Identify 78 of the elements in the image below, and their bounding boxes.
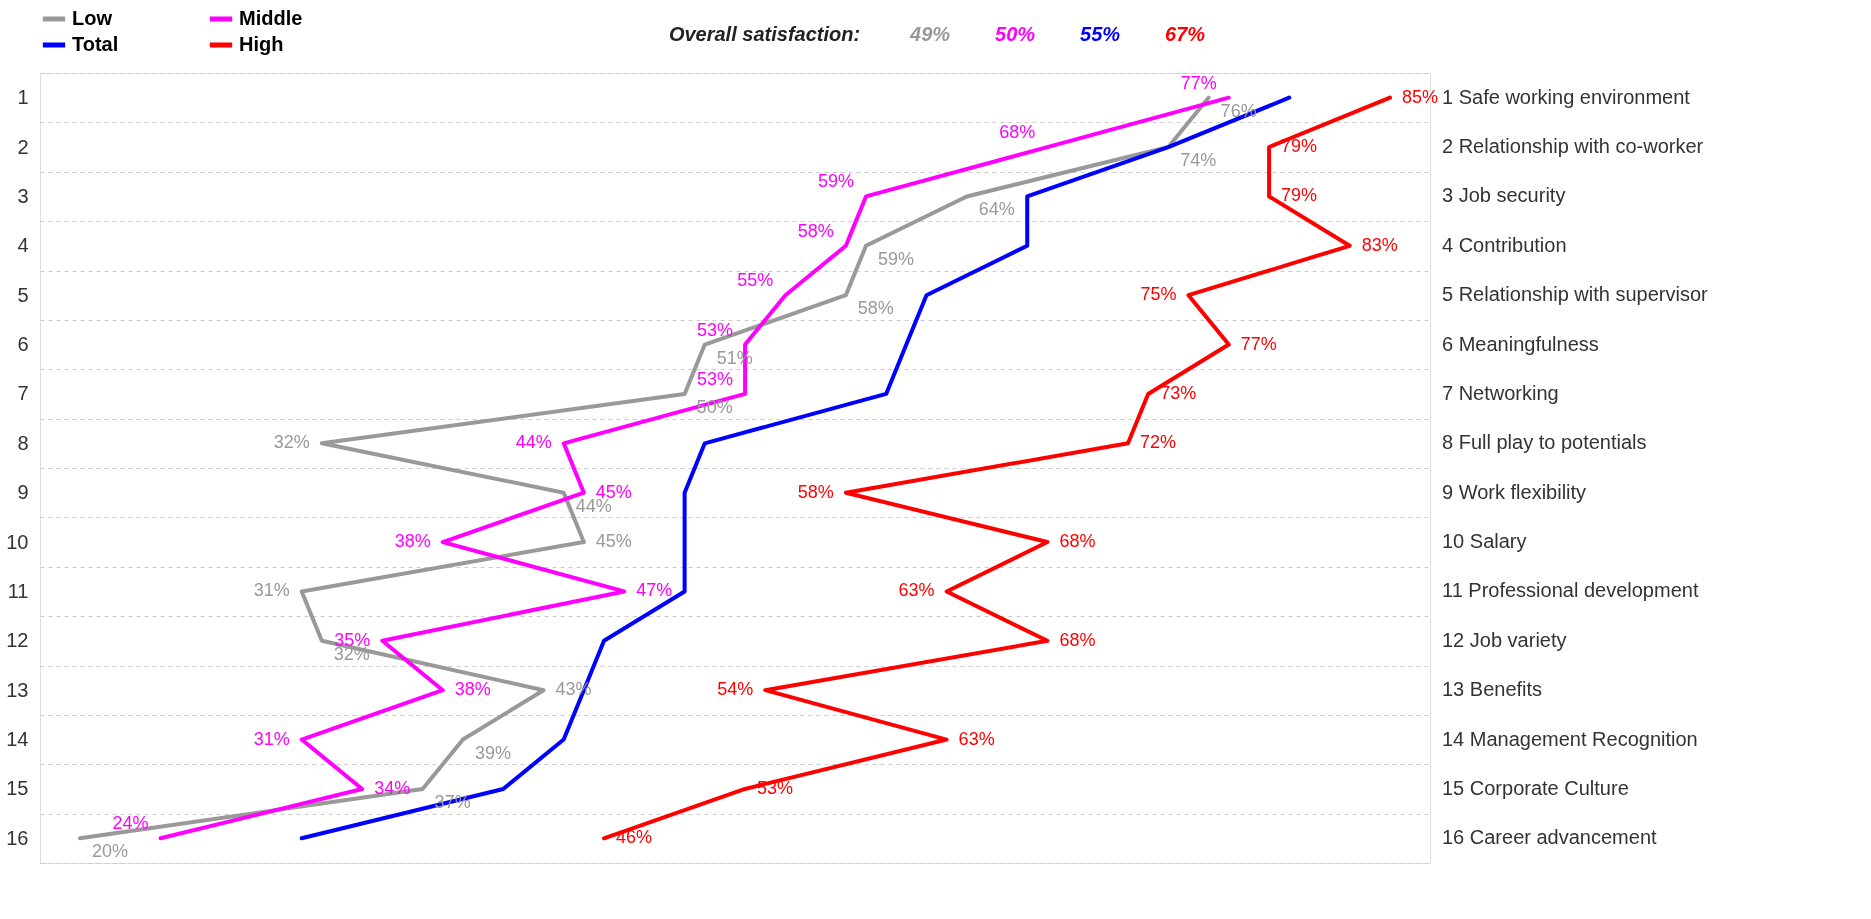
data-label: 77% <box>1240 333 1277 354</box>
data-label: 75% <box>1140 284 1177 305</box>
data-label: 73% <box>1160 382 1197 403</box>
y2-tick-label: 14 Management Recognition <box>1442 727 1698 750</box>
data-label: 63% <box>958 728 995 749</box>
data-label: 64% <box>978 199 1015 220</box>
y-tick-label: 8 <box>17 431 29 454</box>
data-label: 58% <box>797 481 834 502</box>
data-label: 20% <box>92 841 129 862</box>
data-label: 55% <box>737 270 774 291</box>
data-label: 31% <box>253 580 290 601</box>
data-label: 59% <box>878 248 915 269</box>
data-label: 79% <box>1281 185 1318 206</box>
y2-tick-label: 7 Networking <box>1442 381 1559 404</box>
y-tick-label: 15 <box>6 777 29 800</box>
data-label: 34% <box>374 777 411 798</box>
y2-tick-label: 1 Safe working environment <box>1442 85 1691 108</box>
y-tick-label: 9 <box>17 481 29 504</box>
legend-label: Total <box>72 33 119 55</box>
data-label: 45% <box>595 531 632 552</box>
y2-tick-label: 8 Full play to potentials <box>1442 431 1647 454</box>
y-tick-label: 10 <box>6 530 29 553</box>
data-label: 38% <box>454 679 491 700</box>
y2-tick-label: 11 Professional development <box>1442 579 1699 602</box>
legend-label: Middle <box>239 7 303 29</box>
y-tick-label: 6 <box>17 333 29 356</box>
y-tick-label: 1 <box>17 86 29 109</box>
data-label: 39% <box>474 742 511 763</box>
data-label: 63% <box>898 580 935 601</box>
data-label: 59% <box>817 171 854 192</box>
y-tick-label: 7 <box>17 382 29 405</box>
y-tick-label: 3 <box>17 184 29 207</box>
y2-tick-label: 2 Relationship with co-worker <box>1442 135 1704 158</box>
data-label: 85% <box>1402 86 1439 107</box>
y2-tick-label: 3 Job security <box>1442 184 1566 207</box>
y-tick-label: 2 <box>17 135 29 158</box>
data-label: 58% <box>857 298 894 319</box>
data-label: 68% <box>1059 531 1096 552</box>
y2-tick-label: 5 Relationship with supervisor <box>1442 283 1709 306</box>
text: Overall satisfaction: <box>668 23 861 45</box>
data-label: 44% <box>515 432 552 453</box>
legend-label: Low <box>72 7 113 29</box>
y2-tick-label: 13 Benefits <box>1442 678 1543 701</box>
data-label: 76% <box>1220 100 1257 121</box>
text: 67% <box>1165 23 1206 45</box>
legend-label: High <box>239 33 284 55</box>
data-label: 54% <box>717 679 754 700</box>
data-label: 53% <box>697 368 734 389</box>
data-label: 77% <box>1180 72 1217 93</box>
data-label: 53% <box>697 319 734 340</box>
y-tick-label: 14 <box>6 728 29 751</box>
data-label: 31% <box>253 728 290 749</box>
text: 49% <box>909 23 951 45</box>
data-label: 68% <box>1059 629 1096 650</box>
data-label: 72% <box>1140 432 1177 453</box>
y-tick-label: 5 <box>17 283 29 306</box>
data-label: 83% <box>1361 234 1398 255</box>
y2-tick-label: 6 Meaningfulness <box>1442 332 1599 355</box>
data-label: 58% <box>797 220 834 241</box>
data-label: 74% <box>1180 150 1217 171</box>
y2-tick-label: 15 Corporate Culture <box>1442 776 1629 799</box>
y-tick-label: 4 <box>17 234 29 257</box>
y-tick-label: 12 <box>6 629 29 652</box>
data-label: 68% <box>999 122 1036 143</box>
y2-tick-label: 10 Salary <box>1442 530 1527 553</box>
y-tick-label: 11 <box>7 579 29 602</box>
text: 55% <box>1080 23 1121 45</box>
y2-tick-label: 4 Contribution <box>1442 233 1567 256</box>
data-label: 38% <box>394 531 431 552</box>
data-label: 32% <box>273 432 310 453</box>
data-label: 47% <box>636 580 673 601</box>
y2-tick-label: 12 Job variety <box>1442 628 1567 651</box>
text: 50% <box>995 23 1036 45</box>
data-label: 24% <box>112 813 149 834</box>
y-tick-label: 16 <box>6 826 29 849</box>
y2-tick-label: 16 Career advancement <box>1442 826 1658 849</box>
y-tick-label: 13 <box>6 678 29 701</box>
y2-tick-label: 9 Work flexibility <box>1442 480 1587 503</box>
